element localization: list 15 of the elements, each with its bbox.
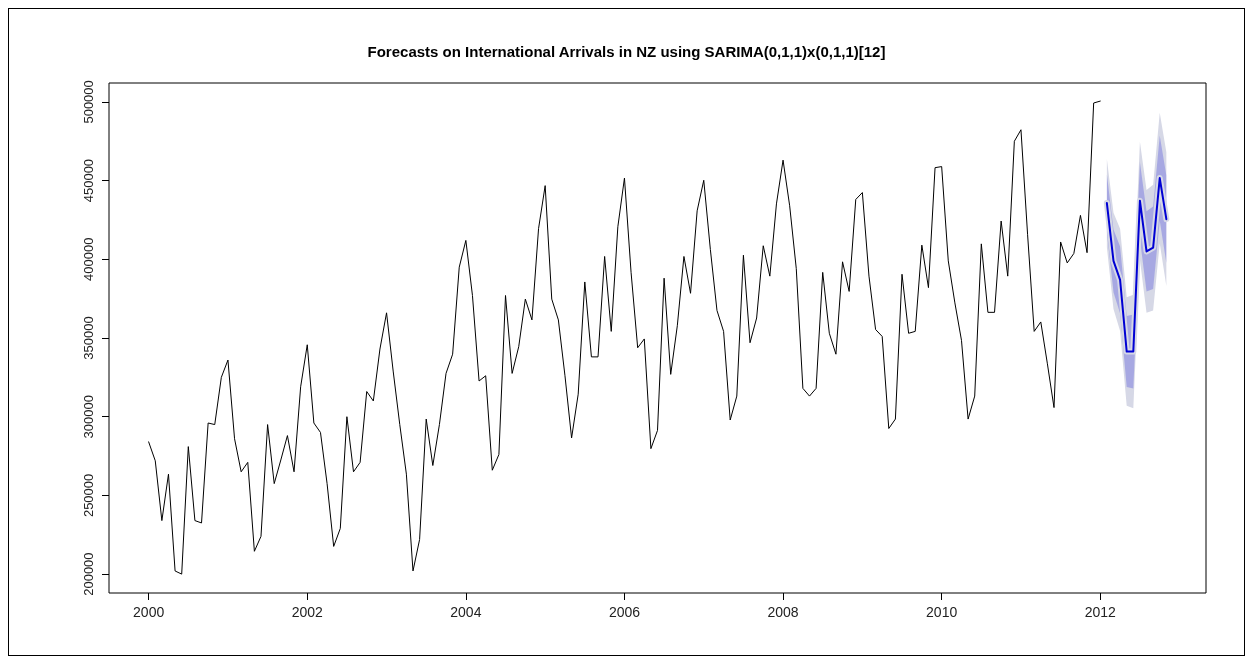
- x-tick-label: 2000: [133, 604, 165, 620]
- y-tick-label: 450000: [81, 158, 96, 203]
- x-tick-label: 2004: [450, 604, 482, 620]
- y-tick-label: 500000: [81, 80, 96, 124]
- x-tick-label: 2002: [291, 604, 324, 620]
- x-tick-label: 2010: [926, 604, 958, 620]
- x-tick-label: 2006: [608, 604, 641, 620]
- x-tick-label: 2012: [1084, 604, 1117, 620]
- chart-title: Forecasts on International Arrivals in NZ using SARIMA(0,1,1)x(0,1,1)[12]: [367, 43, 886, 60]
- y-tick-label: 350000: [81, 316, 96, 360]
- y-tick-label: 300000: [81, 395, 96, 439]
- y-tick-label: 250000: [81, 473, 96, 518]
- y-tick-label: 400000: [81, 237, 96, 281]
- x-tick-label: 2008: [767, 604, 799, 620]
- y-tick-label: 200000: [81, 552, 96, 596]
